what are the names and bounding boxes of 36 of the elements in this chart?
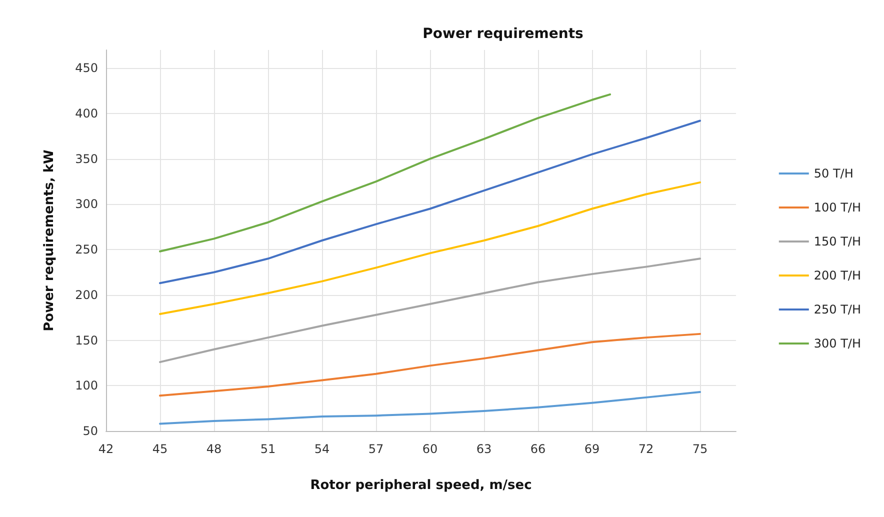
legend-label: 150 T/H	[814, 234, 862, 248]
line-series	[159, 93, 611, 252]
x-tick-label: 42	[98, 442, 114, 456]
x-tick-label: 60	[422, 442, 438, 456]
x-tick-label: 69	[584, 442, 600, 456]
x-tick-label: 51	[260, 442, 276, 456]
line-series	[159, 181, 701, 315]
y-tick-label: 150	[75, 333, 98, 348]
chart-title: Power requirements	[422, 26, 584, 42]
line-series	[159, 332, 701, 397]
x-tick-label: 75	[692, 442, 708, 456]
x-tick-label: 66	[530, 442, 546, 456]
y-tick-label: 300	[75, 197, 98, 212]
x-tick-label: 54	[314, 442, 330, 456]
y-tick-label: 50	[82, 424, 98, 438]
x-tick-label: 57	[368, 442, 384, 456]
y-tick-label: 250	[75, 242, 98, 257]
legend-label: 300 T/H	[814, 336, 862, 350]
x-tick-label: 63	[476, 442, 492, 456]
line-series	[159, 120, 701, 284]
y-tick-label: 400	[75, 106, 98, 120]
y-tick-label: 200	[75, 288, 98, 302]
y-tick-label: 350	[75, 152, 98, 166]
x-tick-label: 45	[152, 442, 168, 456]
y-tick-label: 450	[75, 61, 98, 76]
legend-label: 250 T/H	[814, 302, 862, 316]
y-axis-title: Power requirements, kW	[42, 150, 57, 332]
legend-label: 200 T/H	[814, 268, 862, 282]
x-axis-title: Rotor peripheral speed, m/sec	[310, 478, 532, 493]
x-tick-label: 72	[638, 442, 654, 456]
legend-label: 50 T/H	[814, 166, 854, 180]
x-tick-label: 48	[206, 442, 222, 456]
line-series	[159, 390, 701, 425]
y-tick-label: 100	[75, 378, 98, 393]
legend-label: 100 T/H	[814, 200, 862, 214]
line-series	[159, 258, 701, 364]
